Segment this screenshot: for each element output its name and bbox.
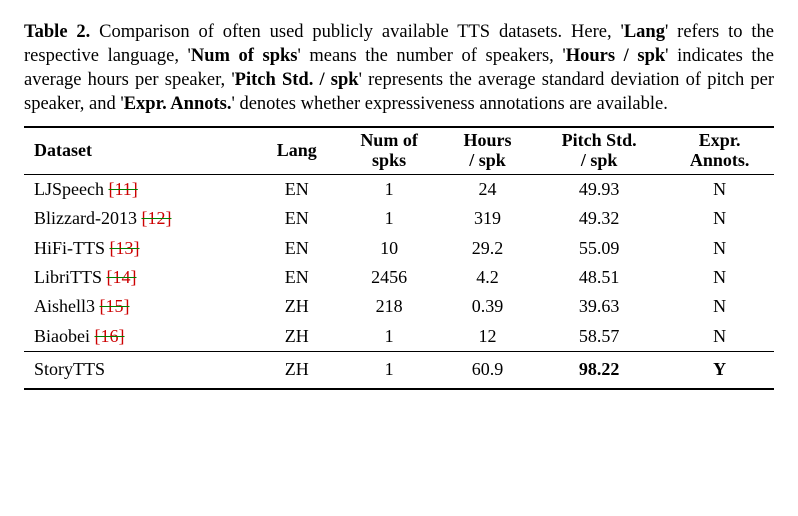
table-caption: Table 2. Comparison of often used public… [24, 20, 774, 116]
cell-expr: N [665, 204, 774, 233]
table-row: HiFi-TTS [13]EN1029.255.09N [24, 234, 774, 263]
table-row: Blizzard-2013 [12]EN131949.32N [24, 204, 774, 233]
cell-hours: 29.2 [442, 234, 533, 263]
caption-part-2: ' means the number of speakers, ' [297, 46, 565, 66]
cell-dataset: LJSpeech [11] [24, 174, 257, 204]
cell-hours: 319 [442, 204, 533, 233]
cell-lang: ZH [257, 352, 336, 389]
caption-label: Table 2. [24, 22, 90, 42]
cell-lang: EN [257, 263, 336, 292]
caption-term-2: Hours / spk [566, 46, 665, 66]
cell-lang: EN [257, 234, 336, 263]
cell-pitch: 98.22 [533, 352, 665, 389]
cell-spks: 10 [336, 234, 442, 263]
col-expr: Expr.Annots. [665, 127, 774, 174]
cell-pitch: 39.63 [533, 292, 665, 321]
cell-hours: 0.39 [442, 292, 533, 321]
cell-hours: 12 [442, 322, 533, 352]
table-row: LJSpeech [11]EN12449.93N [24, 174, 774, 204]
caption-term-4: Expr. Annots. [124, 94, 232, 114]
cell-spks: 2456 [336, 263, 442, 292]
cell-lang: ZH [257, 292, 336, 321]
col-hours: Hours/ spk [442, 127, 533, 174]
cell-expr: N [665, 263, 774, 292]
caption-term-0: Lang [624, 22, 665, 42]
table-row: Aishell3 [15]ZH2180.3939.63N [24, 292, 774, 321]
cell-lang: EN [257, 204, 336, 233]
cell-dataset: Aishell3 [15] [24, 292, 257, 321]
cell-pitch: 49.32 [533, 204, 665, 233]
citation-link[interactable]: [11] [108, 179, 137, 199]
cell-lang: ZH [257, 322, 336, 352]
cell-hours: 24 [442, 174, 533, 204]
table-row: LibriTTS [14]EN24564.248.51N [24, 263, 774, 292]
cell-pitch: 55.09 [533, 234, 665, 263]
caption-term-1: Num of spks [191, 46, 298, 66]
caption-part-5: ' denotes whether expressiveness annotat… [231, 94, 667, 114]
col-dataset: Dataset [24, 127, 257, 174]
cell-lang: EN [257, 174, 336, 204]
citation-link[interactable]: [12] [141, 208, 171, 228]
cell-pitch: 49.93 [533, 174, 665, 204]
cell-pitch: 58.57 [533, 322, 665, 352]
table-row: Biaobei [16]ZH11258.57N [24, 322, 774, 352]
cell-dataset: Biaobei [16] [24, 322, 257, 352]
table-row-highlight: StoryTTSZH160.998.22Y [24, 352, 774, 389]
cell-spks: 1 [336, 174, 442, 204]
cell-hours: 4.2 [442, 263, 533, 292]
cell-expr: N [665, 292, 774, 321]
cell-pitch: 48.51 [533, 263, 665, 292]
col-lang: Lang [257, 127, 336, 174]
cell-expr: N [665, 322, 774, 352]
citation-link[interactable]: [14] [107, 267, 137, 287]
cell-expr: N [665, 234, 774, 263]
col-pitch: Pitch Std./ spk [533, 127, 665, 174]
cell-dataset: StoryTTS [24, 352, 257, 389]
cell-spks: 1 [336, 322, 442, 352]
citation-link[interactable]: [15] [100, 296, 130, 316]
cell-expr: Y [665, 352, 774, 389]
cell-dataset: Blizzard-2013 [12] [24, 204, 257, 233]
cell-spks: 1 [336, 352, 442, 389]
cell-dataset: LibriTTS [14] [24, 263, 257, 292]
cell-expr: N [665, 174, 774, 204]
cell-spks: 1 [336, 204, 442, 233]
col-numspks: Num ofspks [336, 127, 442, 174]
citation-link[interactable]: [13] [110, 238, 140, 258]
cell-dataset: HiFi-TTS [13] [24, 234, 257, 263]
caption-term-3: Pitch Std. / spk [235, 70, 359, 90]
cell-hours: 60.9 [442, 352, 533, 389]
cell-spks: 218 [336, 292, 442, 321]
citation-link[interactable]: [16] [95, 326, 125, 346]
caption-part-0: Comparison of often used publicly availa… [90, 22, 624, 42]
comparison-table: Dataset Lang Num ofspks Hours/ spk Pitch… [24, 126, 774, 389]
